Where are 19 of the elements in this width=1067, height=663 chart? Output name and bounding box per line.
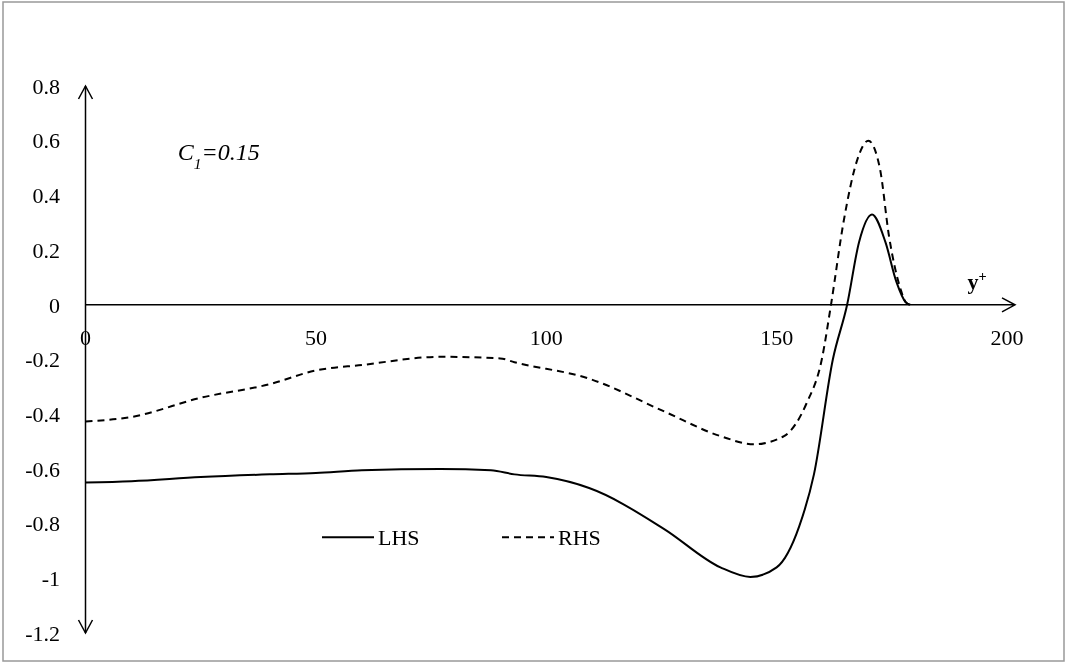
y-tick-label: -1 [41, 566, 60, 591]
y-tick-label: 0.6 [32, 128, 60, 154]
y-tick-label: -0.2 [25, 347, 60, 373]
x-tick-label: 200 [990, 324, 1024, 350]
x-tick-label: 50 [304, 324, 327, 350]
y-tick-label: -1.2 [25, 620, 60, 646]
annotation: C$_{1}$=0.15 [177, 138, 260, 172]
y-tick-label: 0 [49, 292, 60, 318]
y-tick-label: -0.6 [25, 456, 60, 482]
x-axis-title: y$^{+}$ [967, 267, 987, 294]
x-tick-label: 150 [760, 324, 794, 350]
legend-label: RHS [558, 524, 601, 550]
y-tick-label: -0.8 [25, 511, 60, 537]
x-tick-label: 100 [529, 324, 563, 350]
y-tick-label: -0.4 [25, 401, 60, 427]
y-tick-label: 0.4 [32, 183, 60, 209]
y-tick-label: 0.8 [32, 73, 60, 99]
y-tick-label: 0.2 [32, 237, 60, 263]
legend-label: LHS [378, 524, 420, 550]
